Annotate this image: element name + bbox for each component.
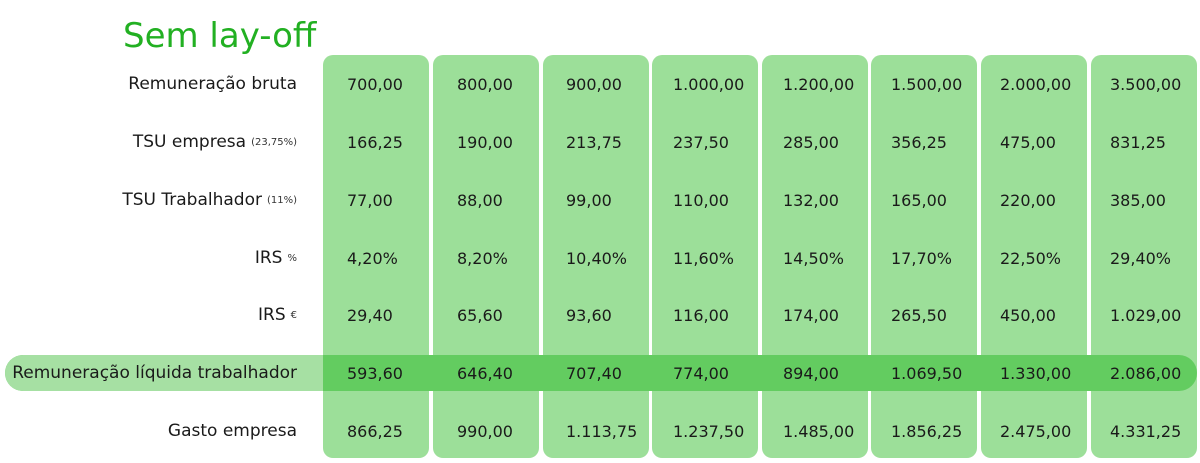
table-cell: 29,40 [347,305,393,325]
table-cell: 593,60 [347,363,403,383]
row-label-text: TSU empresa [132,132,247,152]
table-cell: 356,25 [891,132,947,152]
table-cell: 646,40 [457,363,513,383]
row-label-note: (23,75%) [251,136,297,148]
row-label: TSU Trabalhador (11%) [122,182,297,218]
table-cell: 93,60 [566,305,612,325]
table-cell: 220,00 [1000,190,1056,210]
table-cell: 1.330,00 [1000,363,1072,383]
table-cell: 1.485,00 [783,421,855,441]
table-cell: 900,00 [566,74,622,94]
table-cell: 700,00 [347,74,403,94]
row-label: Gasto empresa [168,413,297,449]
table-cell: 65,60 [457,305,503,325]
table-cell: 475,00 [1000,132,1056,152]
table-cell: 116,00 [673,305,729,325]
table-cell: 10,40% [566,248,628,268]
table-cell: 17,70% [891,248,953,268]
table-cell: 2.086,00 [1110,363,1182,383]
table-cell: 3.500,00 [1110,74,1182,94]
table-cell: 1.113,75 [566,421,638,441]
table-cell: 707,40 [566,363,622,383]
table-cell: 165,00 [891,190,947,210]
table-cell: 385,00 [1110,190,1166,210]
table-cell: 4,20% [347,248,398,268]
table-cell: 774,00 [673,363,729,383]
table-cell: 1.069,50 [891,363,963,383]
table-cell: 174,00 [783,305,839,325]
table-cell: 190,00 [457,132,513,152]
table-cell: 894,00 [783,363,839,383]
table-cell: 1.000,00 [673,74,745,94]
table-cell: 1.237,50 [673,421,745,441]
table-cell: 2.475,00 [1000,421,1072,441]
highlight-label-band [5,355,323,391]
row-label: IRS% [255,240,297,276]
table-cell: 237,50 [673,132,729,152]
row-label: IRS € [258,297,297,333]
table-cell: 450,00 [1000,305,1056,325]
row-label-text: Remuneração bruta [128,74,297,94]
table-cell: 2.000,00 [1000,74,1072,94]
table-cell: 1.200,00 [783,74,855,94]
row-label: TSU empresa (23,75%) [133,124,297,160]
table-cell: 22,50% [1000,248,1062,268]
row-label-note: € [290,309,297,321]
table-cell: 213,75 [566,132,622,152]
page-title: Sem lay-off [123,16,317,56]
table-cell: 110,00 [673,190,729,210]
table-cell: 831,25 [1110,132,1166,152]
table-cell: 166,25 [347,132,403,152]
table-cell: 29,40% [1110,248,1172,268]
table-cell: 11,60% [673,248,735,268]
row-label-note: % [287,252,297,264]
table-cell: 132,00 [783,190,839,210]
row-label-text: IRS [254,248,283,268]
row-label-note: (11%) [266,194,297,206]
table-cell: 14,50% [783,248,845,268]
table-cell: 990,00 [457,421,513,441]
row-label-text: TSU Trabalhador [122,190,262,210]
table-cell: 1.500,00 [891,74,963,94]
table-cell: 1.856,25 [891,421,963,441]
row-label-text: Remuneração líquida trabalhador [12,363,297,383]
table-cell: 265,50 [891,305,947,325]
row-label-text: Gasto empresa [167,421,297,441]
row-label: Remuneração bruta [128,66,297,102]
table-cell: 285,00 [783,132,839,152]
table-cell: 77,00 [347,190,393,210]
table-cell: 4.331,25 [1110,421,1182,441]
table-cell: 1.029,00 [1110,305,1182,325]
table-cell: 88,00 [457,190,503,210]
table-cell: 99,00 [566,190,612,210]
table-cell: 800,00 [457,74,513,94]
table-cell: 866,25 [347,421,403,441]
row-label: Remuneração líquida trabalhador [12,355,297,391]
table-cell: 8,20% [457,248,508,268]
row-label-text: IRS [258,305,286,325]
